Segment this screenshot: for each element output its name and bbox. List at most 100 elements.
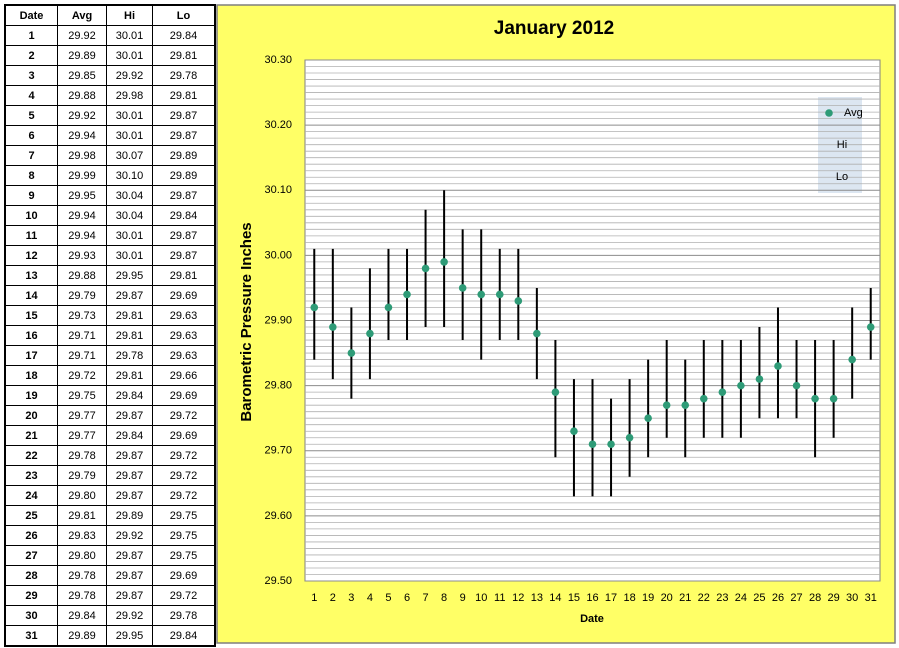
table-cell: 30.01 (106, 245, 153, 266)
table-cell: 29.69 (152, 425, 216, 446)
table-cell: 12 (4, 245, 58, 266)
x-tick-label: 25 (753, 592, 765, 604)
x-tick-label: 4 (367, 592, 373, 604)
table-cell: 29.81 (152, 45, 216, 66)
avg-point (829, 394, 838, 403)
table-cell: 29.87 (152, 245, 216, 266)
table-cell: 29.84 (152, 25, 216, 46)
avg-point (644, 414, 652, 422)
table-cell: 29.95 (106, 265, 153, 286)
table-cell: 29.89 (57, 45, 107, 66)
table-cell: 29.78 (57, 565, 107, 586)
table-cell: 3 (4, 65, 58, 86)
avg-point (866, 323, 875, 331)
table-cell: 29.80 (57, 485, 107, 506)
table-cell: 15 (4, 305, 58, 326)
table-cell: 29.87 (106, 485, 153, 506)
avg-point (551, 388, 560, 396)
table-cell: 29.92 (106, 525, 153, 546)
table-cell: 29.79 (57, 285, 107, 306)
table-cell: 18 (4, 365, 58, 386)
avg-point (681, 401, 690, 409)
table-cell: 13 (4, 265, 58, 286)
table-row: 18 29.72 29.81 29.66 (4, 365, 216, 386)
table-cell: 19 (4, 385, 58, 406)
table-row: 15 29.73 29.81 29.63 (4, 305, 216, 326)
x-tick-label: 22 (698, 592, 710, 604)
x-tick-label: 7 (423, 592, 429, 604)
avg-point (533, 329, 541, 338)
table-cell: 4 (4, 85, 58, 106)
table-cell: 25 (4, 505, 58, 526)
x-tick-label: 26 (772, 592, 784, 604)
table-cell: 29.92 (57, 105, 107, 126)
table-cell: 6 (4, 125, 58, 146)
table-cell: 30.10 (106, 165, 153, 186)
table-cell: 29.77 (57, 405, 107, 426)
table-cell: 29.81 (152, 265, 216, 286)
table-cell: 29.98 (106, 85, 153, 106)
table-cell: 29.63 (152, 305, 216, 326)
y-tick-label: 29.60 (264, 510, 292, 522)
table-cell: 29.77 (57, 425, 107, 446)
x-tick-label: 13 (531, 592, 543, 604)
table-row: 9 29.95 30.04 29.87 (4, 185, 216, 206)
table-cell: 30.01 (106, 45, 153, 66)
x-axis-label: Date (580, 613, 604, 625)
table-cell: 29.88 (57, 85, 107, 106)
table-cell: 30.04 (106, 185, 153, 206)
table-cell: 30 (4, 605, 58, 626)
table-cell: 24 (4, 485, 58, 506)
table-cell: 29.81 (57, 505, 107, 526)
avg-point (588, 440, 597, 449)
table-cell: 29.87 (152, 105, 216, 126)
table-row: 28 29.78 29.87 29.69 (4, 565, 216, 586)
avg-point (792, 381, 801, 390)
column-header: Avg (57, 4, 107, 26)
table-cell: 29.87 (106, 545, 153, 566)
avg-point (347, 349, 356, 357)
table-row: 10 29.94 30.04 29.84 (4, 205, 216, 226)
table-cell: 29.85 (57, 65, 107, 86)
table-row: 19 29.75 29.84 29.69 (4, 385, 216, 406)
table-cell: 29.89 (152, 165, 216, 186)
table-cell: 29.84 (57, 605, 107, 626)
table-cell: 29.88 (57, 265, 107, 286)
avg-point (477, 290, 486, 299)
table-cell: 20 (4, 405, 58, 426)
table-cell: 29.87 (152, 225, 216, 246)
table-cell: 9 (4, 185, 58, 206)
y-tick-label: 30.00 (264, 249, 292, 261)
avg-point (774, 362, 782, 370)
table-cell: 29.72 (152, 485, 216, 506)
avg-point (440, 258, 448, 266)
table-row: 1 29.92 30.01 29.84 (4, 25, 216, 46)
y-tick-label: 30.20 (264, 119, 292, 131)
table-row: 25 29.81 29.89 29.75 (4, 505, 216, 526)
table-row: 5 29.92 30.01 29.87 (4, 105, 216, 126)
table-cell: 29.72 (152, 585, 216, 606)
table-cell: 29.94 (57, 225, 107, 246)
x-tick-label: 28 (809, 592, 821, 604)
table-cell: 29.84 (152, 625, 216, 647)
table-cell: 29.87 (152, 125, 216, 146)
avg-point (421, 264, 430, 273)
table-cell: 30.01 (106, 105, 153, 126)
table-cell: 16 (4, 325, 58, 346)
table-cell: 22 (4, 445, 58, 466)
column-header: Date (4, 4, 58, 26)
x-tick-label: 21 (679, 592, 691, 604)
table-cell: 29.81 (152, 85, 216, 106)
x-tick-label: 8 (441, 592, 447, 604)
chart: January 2012 Date Barometric Pressure In… (216, 4, 896, 644)
table-cell: 14 (4, 285, 58, 306)
avg-point (755, 375, 764, 383)
avg-point (662, 401, 671, 409)
y-tick-label: 29.90 (264, 314, 292, 326)
table-cell: 29.72 (57, 365, 107, 386)
x-tick-label: 14 (549, 592, 561, 604)
x-tick-label: 20 (661, 592, 673, 604)
table-cell: 30.01 (106, 225, 153, 246)
table-cell: 29.84 (152, 205, 216, 226)
